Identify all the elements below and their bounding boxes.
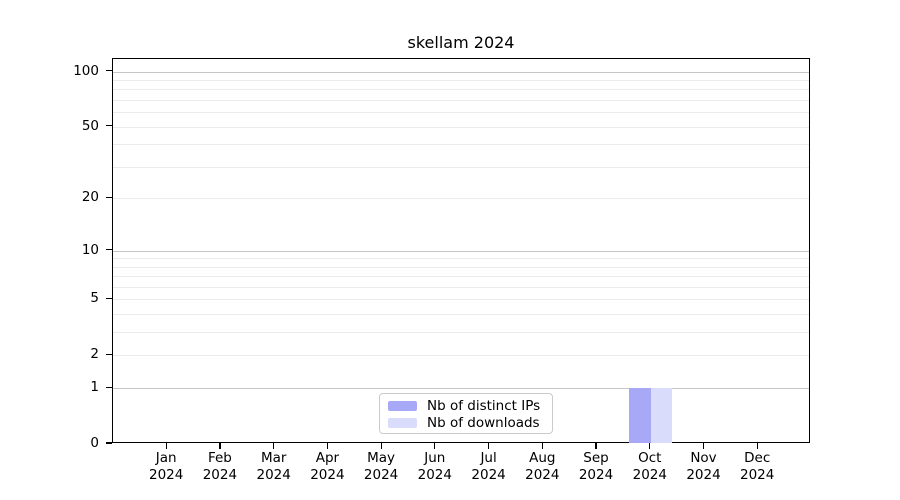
x-tick-mark xyxy=(649,443,651,449)
x-tick-month: Aug xyxy=(529,450,556,466)
minor-gridline xyxy=(113,299,809,301)
y-tick-mark xyxy=(105,442,112,444)
legend-swatch xyxy=(388,400,417,411)
legend-label: Nb of distinct IPs xyxy=(427,397,541,414)
x-tick-year: 2024 xyxy=(471,466,506,483)
minor-gridline xyxy=(113,144,809,146)
minor-gridline xyxy=(113,258,809,260)
legend-swatch xyxy=(388,417,417,428)
x-tick-mark xyxy=(165,443,167,449)
x-tick-month: Nov xyxy=(690,450,717,466)
x-tick-month: Feb xyxy=(207,450,232,466)
x-tick-year: 2024 xyxy=(310,466,345,483)
x-tick-year: 2024 xyxy=(632,466,667,483)
minor-gridline xyxy=(113,100,809,101)
x-tick-month: Jul xyxy=(480,450,497,466)
x-tick-year: 2024 xyxy=(525,466,560,483)
major-gridline xyxy=(113,71,809,73)
x-tick-month: Dec xyxy=(744,450,771,466)
x-tick-month: Apr xyxy=(315,450,340,466)
major-gridline xyxy=(113,388,809,390)
y-tick-mark xyxy=(105,386,112,388)
x-tick-month: Mar xyxy=(260,450,287,466)
plot-area: Nb of distinct IPs Nb of downloads xyxy=(112,58,810,443)
y-tick-label: 5 xyxy=(90,290,99,307)
x-tick-mark xyxy=(702,443,705,449)
x-tick-mark xyxy=(326,443,329,449)
minor-gridline xyxy=(113,266,809,268)
x-tick-mark xyxy=(756,443,758,449)
x-tick-mark xyxy=(434,443,436,449)
x-tick-month: Jun xyxy=(424,450,446,466)
x-tick-year: 2024 xyxy=(686,466,721,483)
x-tick-label: Aug 2024 xyxy=(514,450,570,483)
y-tick-mark xyxy=(105,196,112,198)
minor-gridline xyxy=(113,126,809,128)
minor-gridline xyxy=(113,89,809,91)
x-tick-label: Apr 2024 xyxy=(299,450,355,483)
x-tick-label: Mar 2024 xyxy=(246,450,302,483)
x-tick-label: Dec 2024 xyxy=(729,450,785,483)
minor-gridline xyxy=(113,314,809,316)
x-tick-year: 2024 xyxy=(417,466,452,483)
x-tick-year: 2024 xyxy=(256,466,291,483)
x-tick-mark xyxy=(541,443,543,449)
x-tick-year: 2024 xyxy=(202,466,238,483)
x-tick-mark xyxy=(273,443,275,449)
minor-gridline xyxy=(113,355,809,357)
x-tick-mark xyxy=(595,443,597,449)
minor-gridline xyxy=(113,198,809,200)
y-tick-label: 10 xyxy=(81,241,99,258)
y-tick-label: 0 xyxy=(90,435,99,451)
x-tick-label: Jul 2024 xyxy=(461,450,517,483)
chart-title: skellam 2024 xyxy=(407,33,515,52)
x-tick-year: 2024 xyxy=(149,466,184,483)
x-tick-label: Oct 2024 xyxy=(622,450,678,483)
x-tick-label: Feb 2024 xyxy=(192,450,248,483)
legend-entry: Nb of downloads xyxy=(380,414,552,431)
x-tick-month: Sep xyxy=(583,450,609,466)
x-tick-label: Sep 2024 xyxy=(568,450,624,483)
y-tick-mark xyxy=(105,353,112,356)
x-tick-year: 2024 xyxy=(363,466,399,483)
minor-gridline xyxy=(113,287,809,288)
y-tick-label: 1 xyxy=(90,379,99,396)
x-tick-label: May 2024 xyxy=(353,450,409,483)
legend-box: Nb of distinct IPs Nb of downloads xyxy=(379,393,553,434)
y-tick-label: 50 xyxy=(81,117,99,134)
y-tick-mark xyxy=(105,125,112,127)
x-tick-label: Nov 2024 xyxy=(676,450,732,483)
x-tick-year: 2024 xyxy=(578,466,614,483)
legend-label: Nb of downloads xyxy=(427,414,540,431)
minor-gridline xyxy=(113,166,809,168)
x-tick-mark xyxy=(380,443,382,449)
y-tick-mark xyxy=(105,70,112,72)
x-tick-mark xyxy=(219,443,221,449)
minor-gridline xyxy=(113,332,809,334)
x-tick-month: Oct xyxy=(638,450,662,466)
y-tick-label: 2 xyxy=(90,346,99,363)
bar-downloads xyxy=(650,388,673,443)
y-tick-label: 20 xyxy=(81,189,99,206)
minor-gridline xyxy=(113,276,809,278)
y-tick-label: 100 xyxy=(73,62,99,79)
major-gridline xyxy=(113,250,809,252)
x-tick-label: Jun 2024 xyxy=(407,450,463,483)
minor-gridline xyxy=(113,80,809,81)
minor-gridline xyxy=(113,112,809,114)
x-tick-month: May xyxy=(367,450,396,466)
x-tick-month: Jan xyxy=(155,450,177,466)
legend-entry: Nb of distinct IPs xyxy=(380,397,552,414)
y-tick-mark xyxy=(105,297,112,300)
x-tick-year: 2024 xyxy=(740,466,775,483)
bar-distinct-ips xyxy=(629,388,651,443)
x-tick-label: Jan 2024 xyxy=(138,450,194,483)
x-tick-mark xyxy=(488,443,490,449)
y-tick-mark xyxy=(105,248,112,251)
